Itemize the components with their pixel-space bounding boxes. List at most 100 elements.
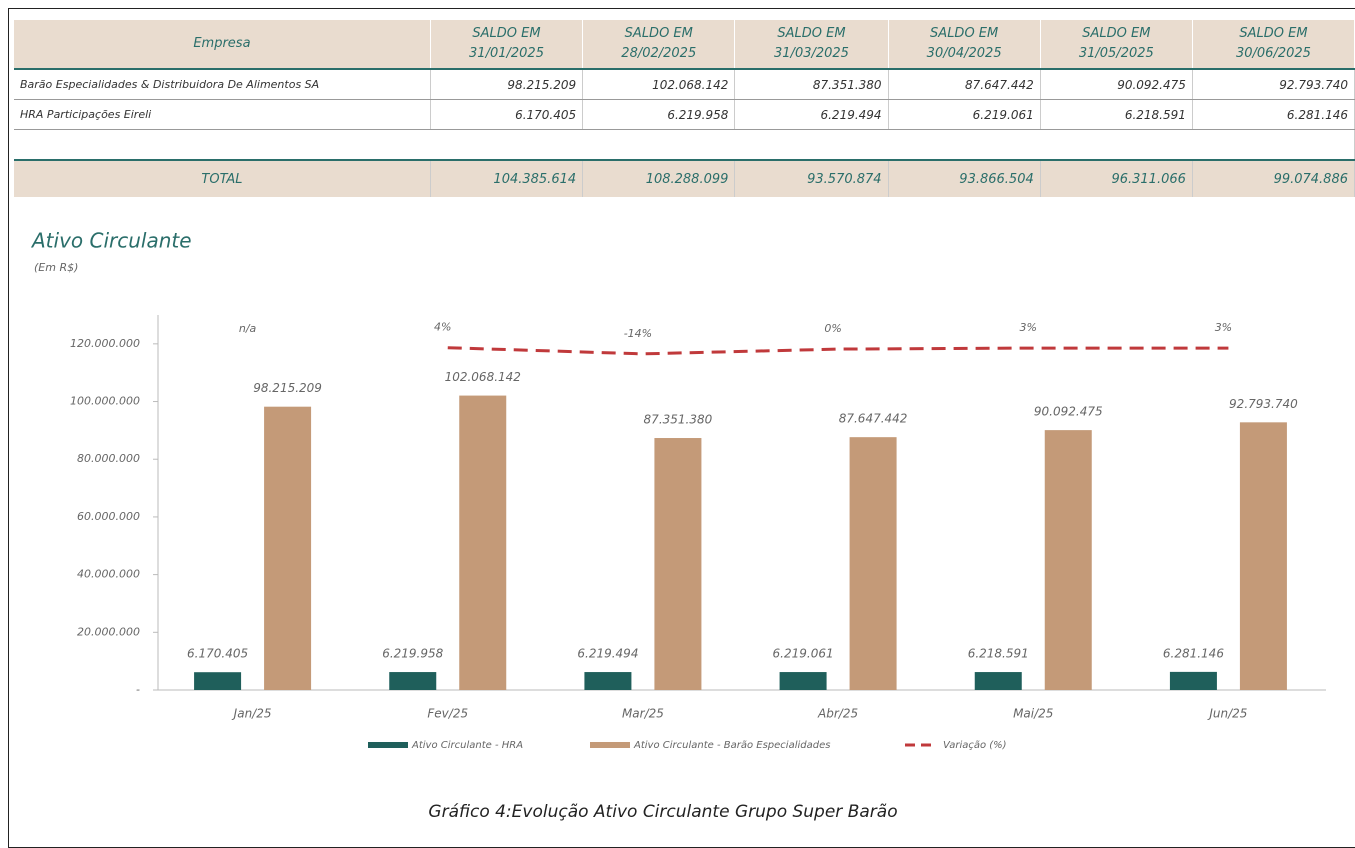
variation-label: -14%: [624, 327, 652, 340]
header-line: 28/02/2025: [621, 46, 697, 61]
data-label: 87.351.380: [644, 413, 713, 427]
bar: [194, 672, 242, 690]
chart-title: Ativo Circulante: [30, 229, 192, 253]
y-tick-label: 80.000.000: [77, 452, 140, 465]
data-label: 6.281.146: [1163, 646, 1224, 660]
x-tick-label: Mar/25: [622, 707, 664, 721]
header-line: 30/06/2025: [1235, 46, 1311, 61]
x-tick-label: Abr/25: [817, 707, 858, 721]
cell: 102.068.142: [582, 69, 736, 100]
total-row: TOTAL 104.385.614 108.288.099 93.570.874 93.…: [14, 159, 1355, 197]
cell: 92.793.740: [1192, 69, 1355, 100]
total-cell: 99.074.886: [1192, 159, 1355, 197]
header-cell: SALDO EM 31/01/2025: [430, 20, 584, 70]
y-tick-label: 20.000.000: [77, 625, 140, 638]
x-tick-label: Jun/25: [1207, 707, 1247, 721]
bar: [459, 395, 507, 690]
cell: 6.219.061: [888, 99, 1041, 130]
data-label: 92.793.740: [1229, 397, 1298, 411]
header-cell: SALDO EM 28/02/2025: [582, 20, 736, 70]
bar: [264, 406, 312, 690]
cell: HRA Participações Eireli: [14, 99, 431, 130]
y-tick-label: 40.000.000: [77, 568, 140, 581]
header-row: Empresa SALDO EM 31/01/2025 SALDO EM 28/02/2…: [14, 20, 1355, 70]
legend-swatch: [368, 742, 408, 748]
legend-swatch: [590, 742, 630, 748]
header-line: 31/03/2025: [774, 46, 849, 61]
header-cell: Empresa: [14, 20, 431, 70]
x-tick-label: Fev/25: [427, 707, 468, 721]
data-label: 6.170.405: [187, 647, 248, 661]
data-label: 6.219.958: [382, 647, 443, 661]
total-cell: 93.570.874: [734, 159, 889, 197]
header-line: SALDO EM: [777, 26, 846, 41]
bar: [1169, 671, 1217, 690]
variation-label: 3%: [1020, 321, 1037, 334]
header-line: SALDO EM: [472, 26, 541, 41]
variation-label: n/a: [239, 322, 257, 335]
row: Barão Especialidades & Distribuidora De …: [14, 69, 1355, 100]
bar: [974, 672, 1022, 690]
y-tick-label: 100.000.000: [70, 395, 140, 408]
caption: Gráfico 4:Evolução Ativo Circulante Grup…: [428, 802, 897, 822]
cell: 6.218.591: [1040, 99, 1193, 130]
header-line: 30/04/2025: [926, 46, 1002, 61]
data-label: 6.218.591: [968, 647, 1029, 661]
balance-table: Empresa SALDO EM 31/01/2025 SALDO EM 28/02/2…: [14, 20, 1355, 197]
total-cell: 108.288.099: [582, 159, 736, 197]
header-cell: SALDO EM 30/06/2025: [1192, 20, 1355, 70]
cell: 98.215.209: [430, 69, 584, 100]
header-cell: SALDO EM 30/04/2025: [888, 20, 1041, 70]
variation-line: [447, 346, 1229, 356]
bar: [654, 438, 702, 690]
bar: [779, 672, 827, 690]
bar: [1239, 422, 1287, 690]
header-line: 31/05/2025: [1078, 46, 1154, 61]
header-line: SALDO EM: [624, 26, 693, 41]
legend-label: Variação (%): [943, 740, 1007, 751]
header-line: 31/01/2025: [469, 46, 544, 61]
y-tick-label: 60.000.000: [77, 510, 140, 523]
cell: 6.219.958: [582, 99, 736, 130]
header-cell: SALDO EM 31/03/2025: [734, 20, 889, 70]
header-line: SALDO EM: [930, 26, 999, 41]
data-label: 98.215.209: [253, 381, 322, 395]
variation-label: 3%: [1215, 321, 1232, 334]
chart-subtitle: (Em R$): [34, 261, 78, 274]
total-cell: TOTAL: [14, 159, 431, 197]
bar: [1044, 430, 1092, 690]
variation-label: 4%: [434, 321, 451, 334]
y-tick-label: -: [136, 683, 140, 696]
data-label: 90.092.475: [1034, 405, 1103, 419]
legend-label: Ativo Circulante - Barão Especialidades: [633, 740, 830, 751]
cell: 6.219.494: [734, 99, 889, 130]
gap-cell: [14, 129, 1355, 161]
total-cell: 96.311.066: [1040, 159, 1193, 197]
total-cell: 93.866.504: [888, 159, 1041, 197]
header-text: Empresa: [193, 36, 251, 51]
header-cell: SALDO EM 31/05/2025: [1040, 20, 1193, 70]
cell: 90.092.475: [1040, 69, 1193, 100]
x-tick-label: Jan/25: [232, 707, 272, 721]
cell: 6.170.405: [430, 99, 584, 130]
total-cell: 104.385.614: [430, 159, 584, 197]
y-tick-label: 120.000.000: [70, 337, 140, 350]
cell: 87.647.442: [888, 69, 1041, 100]
bar: [849, 437, 897, 690]
header-line: SALDO EM: [1082, 26, 1151, 41]
cell: 87.351.380: [734, 69, 889, 100]
data-label: 102.068.142: [445, 370, 521, 384]
variation-label: 0%: [824, 322, 841, 335]
header-line: SALDO EM: [1239, 26, 1308, 41]
row: HRA Participações Eireli 6.170.405 6.219.9…: [14, 99, 1355, 130]
cell: Barão Especialidades & Distribuidora De …: [14, 69, 431, 100]
bar: [389, 672, 437, 690]
cell: 6.281.146: [1192, 99, 1355, 130]
gap: [14, 129, 1355, 161]
legend-label: Ativo Circulante - HRA: [411, 740, 523, 751]
data-label: 6.219.061: [773, 647, 834, 661]
bar: [584, 672, 632, 690]
data-label: 6.219.494: [577, 647, 638, 661]
